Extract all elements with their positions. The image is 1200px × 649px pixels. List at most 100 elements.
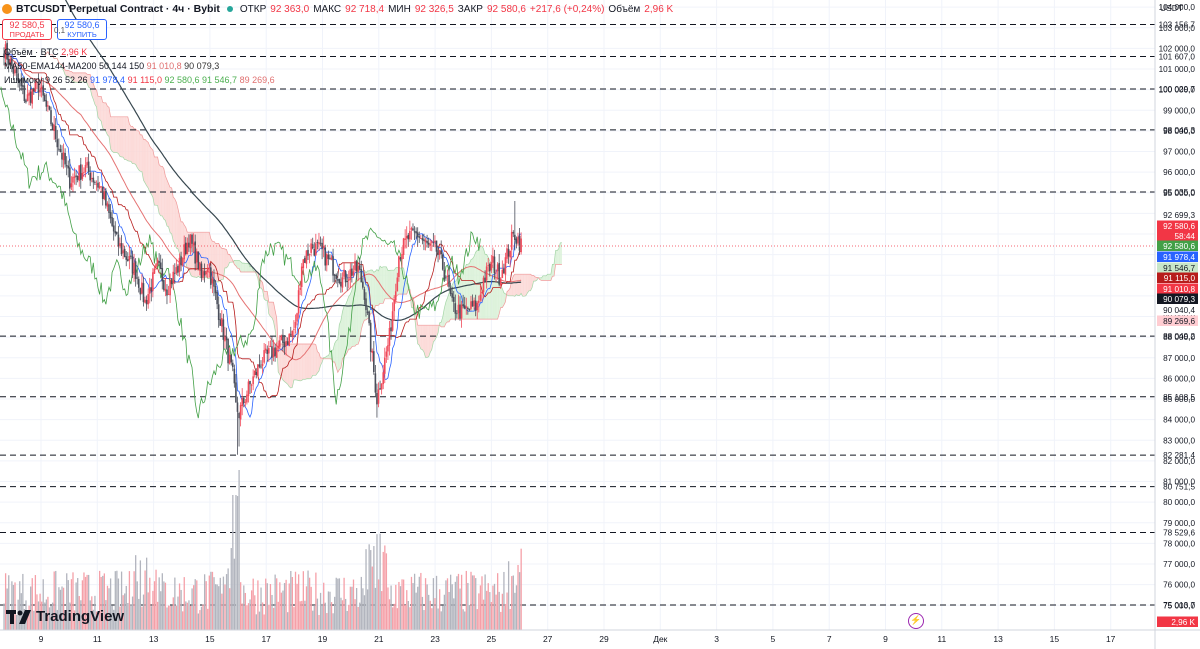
price-label-ema144: 90 079,3 [1163,295,1195,304]
volume-bar [385,553,388,630]
candle-body [50,110,52,125]
y-tick-label: 78 000,0 [1163,539,1195,548]
cloud-segment [492,266,495,320]
volume-bar [271,594,273,630]
cloud-segment [124,116,127,160]
volume-bar [214,584,217,630]
candle-body [362,281,364,288]
cloud-segment [496,280,498,320]
candle-body [12,66,15,74]
ema144-line [64,0,522,321]
candle-body [164,288,167,292]
volume-bar [142,594,145,630]
volume-bar [37,601,40,630]
volume-bar [420,572,422,630]
candle-body [495,272,497,274]
candle-body [288,334,290,346]
volume-bar [434,598,436,630]
volume-bar [283,583,286,630]
volume-bar [200,606,203,630]
cloud-segment [123,116,125,160]
symbol-title[interactable]: BTCUSDT Perpetual Contract · 4ч · Bybit [16,3,220,15]
volume-bar [481,576,483,630]
volume-bar [448,591,450,630]
candle-body [14,69,16,74]
candle-body [130,255,132,257]
cloud-segment [314,343,316,376]
cloud-segment [90,74,92,96]
volume-bar [261,602,264,630]
cloud-segment [494,272,497,320]
candle-body [369,322,372,352]
volume-bar [406,590,408,630]
candle-body [9,58,12,65]
cloud-segment [101,96,103,129]
volume-bar [243,585,245,630]
volume-bar [197,613,200,630]
volume-bar [51,602,54,630]
cloud-segment [132,126,135,164]
candle-body [161,268,164,282]
candle-body [507,248,510,257]
chart-header: BTCUSDT Perpetual Contract · 4ч · Bybit … [0,0,1152,18]
cloud-segment [348,294,351,350]
volume-bar [247,603,250,630]
candle-body [119,243,121,246]
candle-body [58,148,60,150]
volume-bar [185,601,187,630]
candle-body [230,355,233,363]
volume-bar [75,582,77,630]
candle-body [509,250,511,258]
cloud-segment [442,308,445,327]
volume-bar [169,605,171,630]
cloud-segment [113,116,116,153]
candle-body [347,279,350,281]
candle-body [221,318,223,327]
buy-button[interactable]: 92 580,6 КУПИТЬ [57,19,107,40]
sell-button[interactable]: 92 580,5 ПРОДАТЬ [2,19,52,40]
volume-bar [446,578,449,630]
candle-body [343,269,345,277]
cloud-segment [519,274,522,296]
x-tick-label: 9 [39,634,44,644]
candle-body [39,89,41,93]
lightning-icon[interactable]: ⚡ [908,613,924,629]
candle-body [97,182,99,188]
volume-bar [301,600,303,630]
cloud-segment [88,74,91,89]
volume-indicator-legend[interactable]: Объём · BTC 2,96 K [4,47,87,57]
volume-bar [489,592,491,630]
volume-bar [92,609,95,630]
currency-selector[interactable]: USDT [1160,3,1184,13]
candle-body [211,278,214,284]
cloud-segment [384,266,387,299]
candle-body [43,94,46,101]
tradingview-logo[interactable]: TradingView [6,608,124,625]
volume-bar [108,588,110,630]
cloud-segment [378,266,381,306]
close-value: 92 580,6 [486,3,526,15]
ichimoku-indicator-legend[interactable]: Ишимоку 9 26 52 26 91 978,4 91 115,0 92 … [4,75,275,85]
candle-body [402,238,405,255]
volume-bar [135,555,137,630]
ma-indicator-legend[interactable]: MA50-EMA144-MA200 50 144 150 91 010,8 90… [4,61,219,71]
cloud-segment [121,116,124,158]
cloud-segment [160,166,163,216]
candle-body [29,91,32,103]
candle-body [330,257,333,260]
volume-bar [413,573,416,630]
candle-body [487,265,490,266]
volume-bar [277,601,279,630]
cloud-segment [430,325,432,353]
candle-body [195,251,198,263]
volume-bar [58,587,60,630]
candle-body [114,231,117,234]
candle-body [413,231,416,233]
candle-body [485,266,488,281]
volume-bar [236,496,239,630]
candle-body [468,308,471,310]
x-tick-label: 27 [543,634,553,644]
volume-bar [274,574,276,630]
cloud-segment [309,343,312,379]
